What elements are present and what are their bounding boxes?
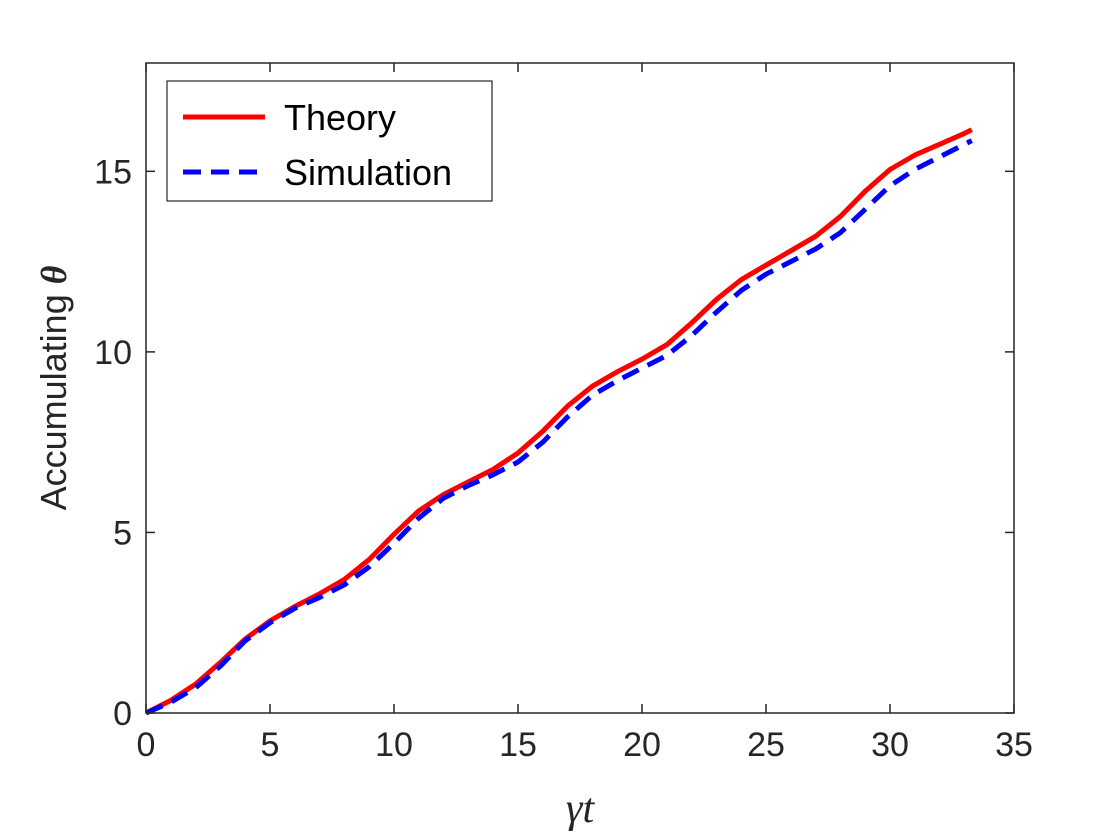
x-tick-label-20: 20 <box>623 726 661 764</box>
y-axis-label-text: Accumulating <box>33 294 74 510</box>
series-line-simulation <box>145 138 973 716</box>
x-tick-label-35: 35 <box>995 726 1033 764</box>
tick-layer: 0 5 10 15 20 25 30 35 0 5 10 15 <box>94 63 1033 764</box>
y-tick-label-5: 5 <box>113 514 132 552</box>
y-axis-label-symbol: θ <box>34 265 74 284</box>
x-tick-label-15: 15 <box>499 726 537 764</box>
legend-label-theory: Theory <box>284 97 396 138</box>
y-tick-label-15: 15 <box>94 153 132 191</box>
x-tick-label-30: 30 <box>871 726 909 764</box>
x-axis-label: γt <box>566 786 596 832</box>
x-tick-label-5: 5 <box>261 726 280 764</box>
x-tick-label-10: 10 <box>375 726 413 764</box>
x-tick-label-0: 0 <box>137 726 156 764</box>
y-tick-label-10: 10 <box>94 334 132 372</box>
plot-frame <box>145 62 1015 714</box>
legend: Theory Simulation <box>166 80 493 202</box>
y-axis-label: Accumulating θ <box>33 265 74 510</box>
legend-label-simulation: Simulation <box>284 152 452 193</box>
legend-box <box>166 80 493 202</box>
series-layer <box>144 127 973 716</box>
x-tick-label-25: 25 <box>747 726 785 764</box>
y-tick-label-0: 0 <box>113 695 132 733</box>
